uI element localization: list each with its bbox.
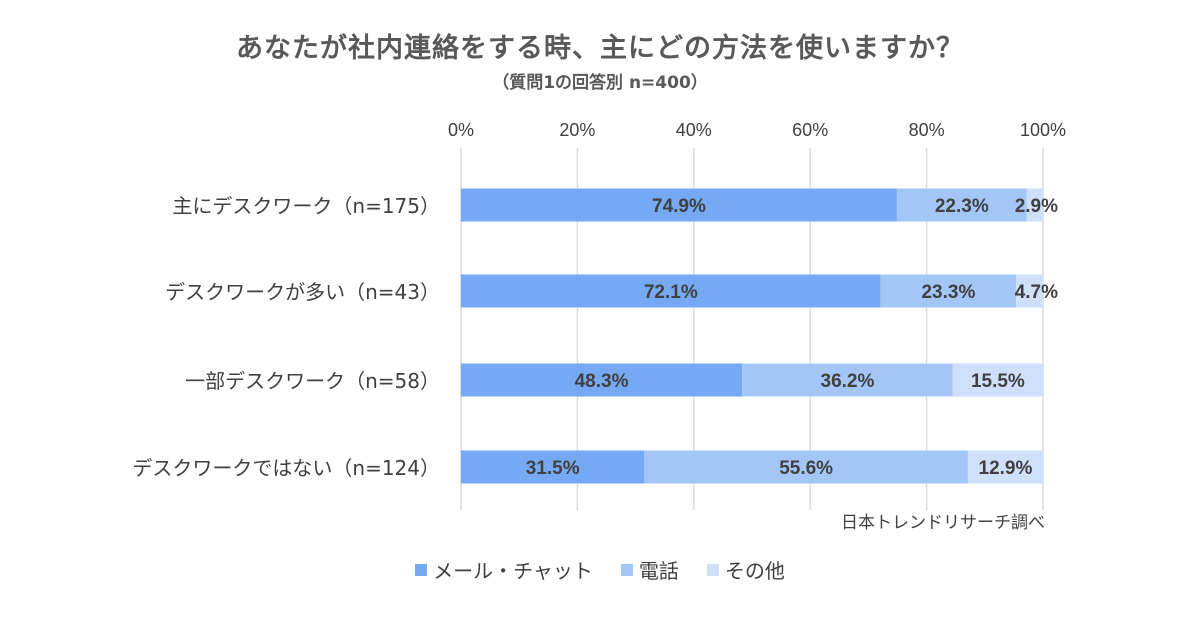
bar-segment — [1026, 188, 1043, 222]
source-credit: 日本トレンドリサーチ調べ — [841, 513, 1045, 533]
chart-subtitle: （質問1の回答別 n=400） — [492, 73, 708, 93]
category-label: 一部デスクワーク（n=58） — [185, 369, 440, 393]
data-label: 15.5% — [971, 371, 1025, 392]
bar-segment — [896, 188, 1027, 222]
data-label: 2.9% — [1015, 196, 1058, 217]
data-label: 23.3% — [921, 282, 975, 303]
x-tick-label: 40% — [676, 120, 712, 140]
bar-segment — [461, 363, 743, 397]
bar-segment — [742, 363, 953, 397]
data-label: 31.5% — [526, 458, 580, 479]
legend-label-other: その他 — [724, 559, 785, 583]
category-label: デスクワークが多い（n=43） — [165, 280, 440, 304]
legend-item-mail-chat: メール・チャット — [415, 555, 593, 584]
bar-segment — [461, 188, 897, 222]
category-label: デスクワークではない（n=124） — [132, 456, 440, 480]
data-label: 74.9% — [652, 196, 706, 217]
data-label: 48.3% — [575, 371, 629, 392]
bar-segment — [644, 450, 968, 484]
category-label: 主にデスクワーク（n=175） — [172, 194, 440, 218]
data-label: 4.7% — [1015, 282, 1058, 303]
legend-item-other: その他 — [706, 555, 785, 584]
legend-swatch-other — [706, 563, 719, 576]
x-tick-label: 80% — [909, 120, 945, 140]
legend-swatch-phone — [620, 563, 633, 576]
legend: メール・チャット 電話 その他 — [0, 555, 1200, 584]
x-tick-label: 0% — [448, 120, 474, 140]
data-label: 55.6% — [779, 458, 833, 479]
legend-label-mail-chat: メール・チャット — [433, 559, 593, 583]
x-tick-label: 100% — [1020, 120, 1066, 140]
chart-title: あなたが社内連絡をする時、主にどの方法を使いますか？ — [236, 33, 964, 64]
data-label: 22.3% — [935, 196, 989, 217]
data-label: 72.1% — [644, 282, 698, 303]
bar-segment — [1016, 274, 1043, 308]
legend-label-phone: 電話 — [638, 559, 679, 583]
bar-segment — [461, 274, 881, 308]
bar-segment — [461, 450, 645, 484]
x-tick-label: 60% — [792, 120, 828, 140]
bar-segment — [967, 450, 1043, 484]
bar-segment — [952, 363, 1043, 397]
x-tick-label: 20% — [559, 120, 595, 140]
data-label: 12.9% — [979, 458, 1033, 479]
data-label: 36.2% — [821, 371, 875, 392]
legend-swatch-mail-chat — [415, 563, 428, 576]
legend-item-phone: 電話 — [620, 555, 679, 584]
bar-segment — [880, 274, 1017, 308]
